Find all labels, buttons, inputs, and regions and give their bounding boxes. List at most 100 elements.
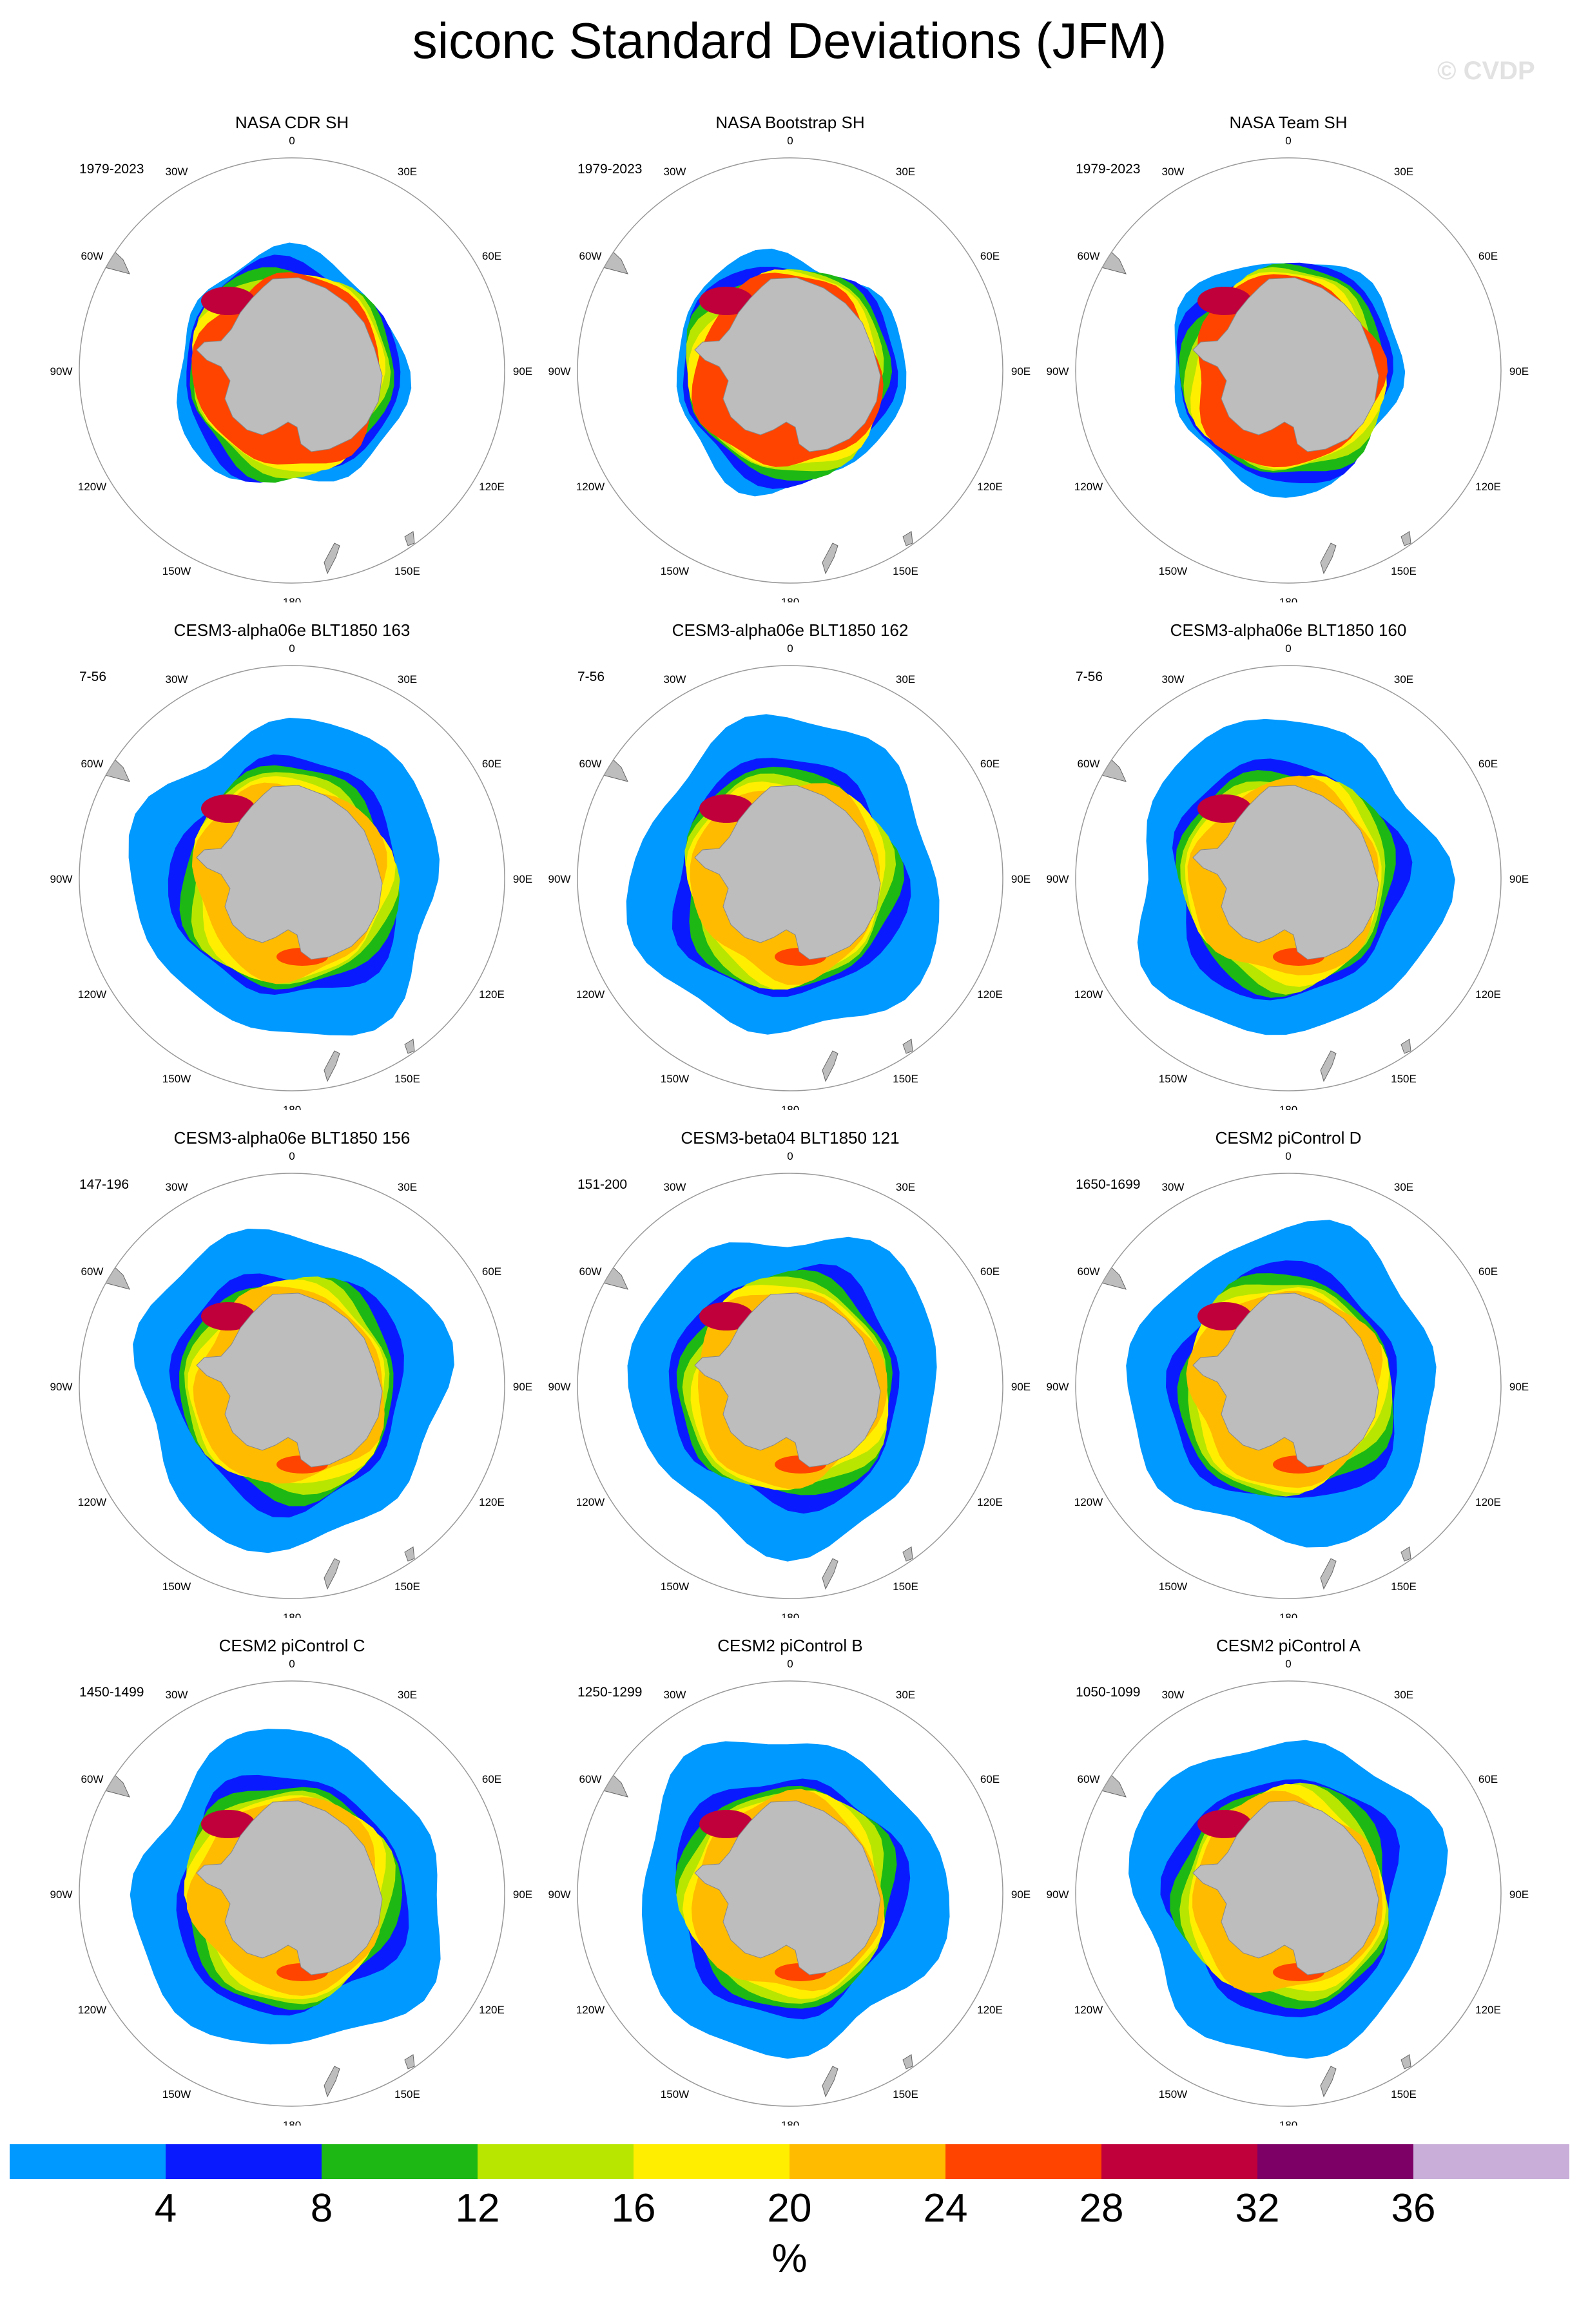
longitude-label: 60E (1478, 758, 1498, 770)
colorbar-tick-label: 16 (611, 2186, 656, 2231)
panel-period: 7-56 (1076, 669, 1103, 684)
longitude-label: 30E (896, 1181, 915, 1193)
tasmania-land (404, 1039, 415, 1054)
new-zealand-land (324, 1050, 340, 1082)
tasmania-land (1400, 531, 1411, 546)
longitude-label: 150W (661, 565, 689, 577)
weddell-maximum (699, 794, 753, 823)
longitude-label: 90W (548, 365, 571, 378)
longitude-label: 180 (283, 1104, 301, 1110)
longitude-label: 30E (896, 166, 915, 178)
longitude-label: 120E (1475, 2004, 1501, 2016)
longitude-label: 60W (579, 1773, 602, 1785)
new-zealand-land (324, 1558, 340, 1590)
longitude-label: 150E (394, 565, 420, 577)
longitude-label: 30E (398, 673, 417, 686)
map-boundary (79, 1173, 505, 1599)
longitude-label: 150E (394, 1073, 420, 1085)
longitude-label: 120W (78, 2004, 106, 2016)
longitude-label: 60W (579, 758, 602, 770)
panel-title: CESM2 piControl D (1215, 1128, 1362, 1148)
map-panel: CESM2 piControl A 1050-1099 0 30E 60E 90E 120E… (1040, 1636, 1536, 2126)
longitude-label: 180 (781, 1611, 799, 1618)
longitude-label: 90E (1011, 1381, 1031, 1393)
map-boundary (79, 1680, 505, 2107)
longitude-label: 30E (1394, 166, 1413, 178)
longitude-label: 120E (977, 481, 1003, 493)
longitude-label: 90W (1047, 1381, 1069, 1393)
map-panel: CESM2 piControl C 1450-1499 0 30E 60E 90E 120E… (44, 1636, 540, 2126)
longitude-label: 90E (1509, 1888, 1529, 1901)
longitude-label: 90W (1047, 873, 1069, 885)
tasmania-land (404, 2054, 415, 2070)
panel-period: 7-56 (79, 669, 107, 684)
colorbar-segment (166, 2144, 322, 2179)
longitude-label: 90E (1011, 365, 1031, 378)
panel-period: 1450-1499 (79, 1685, 144, 1700)
longitude-label: 120W (78, 988, 106, 1001)
longitude-label: 150W (1159, 2088, 1187, 2100)
antarctica-land (1192, 277, 1379, 452)
longitude-label: 60W (1078, 1265, 1100, 1278)
panel-title: CESM3-alpha06e BLT1850 160 (1170, 620, 1407, 640)
longitude-label: 60W (1078, 250, 1100, 262)
map-panel: CESM3-alpha06e BLT1850 156 147-196 0 30E 60E… (44, 1128, 540, 1618)
longitude-label: 150W (661, 1073, 689, 1085)
longitude-label: 150E (893, 1073, 918, 1085)
tasmania-land (404, 1546, 415, 1562)
longitude-label: 60W (579, 1265, 602, 1278)
longitude-label: 90E (1011, 1888, 1031, 1901)
colorbar-tick-label: 28 (1079, 2186, 1124, 2231)
longitude-label: 30E (896, 673, 915, 686)
longitude-label: 120E (1475, 1496, 1501, 1508)
longitude-label: 60W (81, 1265, 104, 1278)
colorbar-tick-label: 12 (455, 2186, 500, 2231)
colorbar-tick-label: 20 (767, 2186, 812, 2231)
longitude-label: 120E (479, 2004, 505, 2016)
longitude-label: 0 (787, 1658, 793, 1670)
longitude-label: 60W (81, 758, 104, 770)
weddell-maximum (699, 1810, 753, 1838)
colorbar-tick-label: 32 (1235, 2186, 1280, 2231)
longitude-label: 60E (1478, 1773, 1498, 1785)
polar-stereographic-map: 0 30E 60E 90E 120E 150E 180 150W 120W 90W 60W 30W (50, 1658, 533, 2126)
longitude-label: 0 (1285, 1150, 1291, 1162)
longitude-label: 150W (162, 1073, 191, 1085)
longitude-label: 120W (78, 1496, 106, 1508)
longitude-label: 150W (162, 1580, 191, 1593)
map-boundary (1075, 1680, 1502, 2107)
longitude-label: 90W (50, 873, 73, 885)
new-zealand-land (822, 1558, 838, 1590)
longitude-label: 0 (787, 135, 793, 147)
longitude-label: 150W (661, 1580, 689, 1593)
longitude-label: 180 (1279, 1104, 1297, 1110)
longitude-label: 180 (1279, 596, 1297, 602)
longitude-label: 0 (787, 642, 793, 655)
map-panel: NASA Team SH 1979-2023 0 30E 60E 90E 120E 150E 1… (1040, 113, 1536, 602)
longitude-label: 60E (980, 1265, 1000, 1278)
tasmania-land (902, 1546, 913, 1562)
map-panel: CESM3-alpha06e BLT1850 163 7-56 0 30E 60E 90E… (44, 620, 540, 1110)
antarctica-land (196, 277, 383, 452)
polar-stereographic-map: 0 30E 60E 90E 120E 150E 180 150W 120W 90W 60W 30W (548, 1658, 1031, 2126)
weddell-maximum (201, 1302, 255, 1330)
colorbar-tick-label: 8 (310, 2186, 333, 2231)
tasmania-land (902, 2054, 913, 2070)
longitude-label: 30W (166, 673, 188, 686)
new-zealand-land (324, 543, 340, 575)
longitude-label: 120E (977, 1496, 1003, 1508)
weddell-maximum (1197, 287, 1252, 315)
longitude-label: 120W (1074, 988, 1103, 1001)
weddell-maximum (1197, 1302, 1252, 1330)
antarctica-land (694, 277, 881, 452)
panel-title: CESM2 piControl A (1216, 1636, 1361, 1655)
longitude-label: 120W (1074, 1496, 1103, 1508)
map-panel: CESM3-alpha06e BLT1850 160 7-56 0 30E 60E 90E… (1040, 620, 1536, 1110)
panel-period: 147-196 (79, 1177, 130, 1192)
new-zealand-land (1320, 1050, 1337, 1082)
polar-stereographic-map: 0 30E 60E 90E 120E 150E 180 150W 120W 90W 60W 30W (50, 1150, 533, 1618)
longitude-label: 30W (664, 673, 686, 686)
longitude-label: 120E (479, 988, 505, 1001)
longitude-label: 120E (977, 988, 1003, 1001)
colorbar-segment (634, 2144, 790, 2179)
